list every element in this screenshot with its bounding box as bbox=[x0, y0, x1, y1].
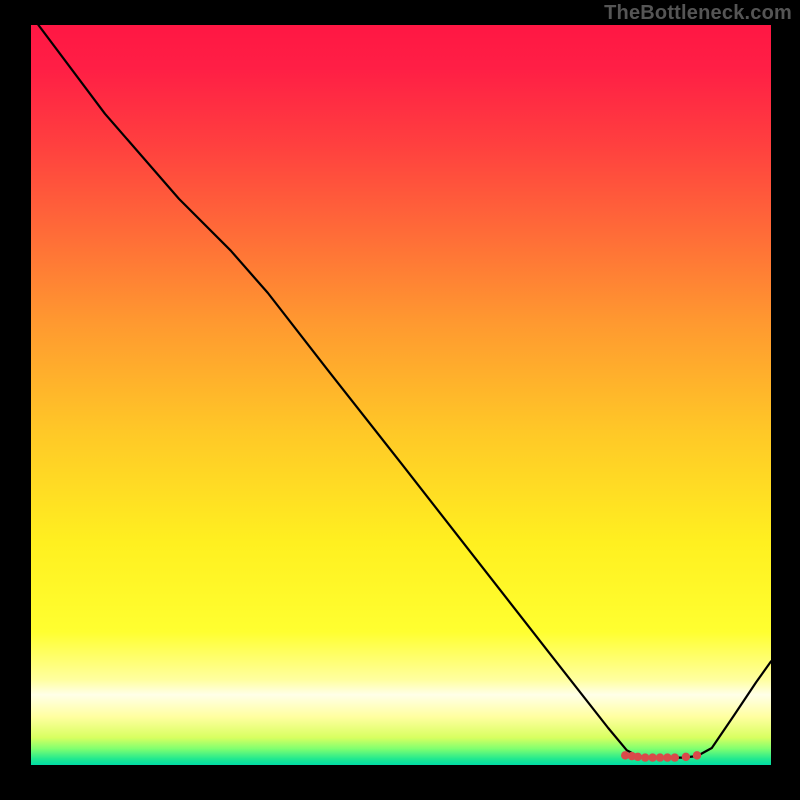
attribution-text: TheBottleneck.com bbox=[604, 2, 792, 25]
marker-dot bbox=[656, 753, 664, 761]
marker-group bbox=[621, 751, 701, 762]
marker-dot bbox=[634, 753, 642, 761]
marker-dot bbox=[671, 753, 679, 761]
marker-dot bbox=[693, 751, 701, 759]
marker-dot bbox=[682, 753, 690, 761]
chart-plot-area bbox=[31, 25, 771, 765]
marker-dot bbox=[641, 753, 649, 761]
chart-curve-layer bbox=[31, 25, 771, 765]
bottleneck-curve bbox=[38, 25, 771, 758]
marker-dot bbox=[648, 753, 656, 761]
marker-dot bbox=[663, 753, 671, 761]
